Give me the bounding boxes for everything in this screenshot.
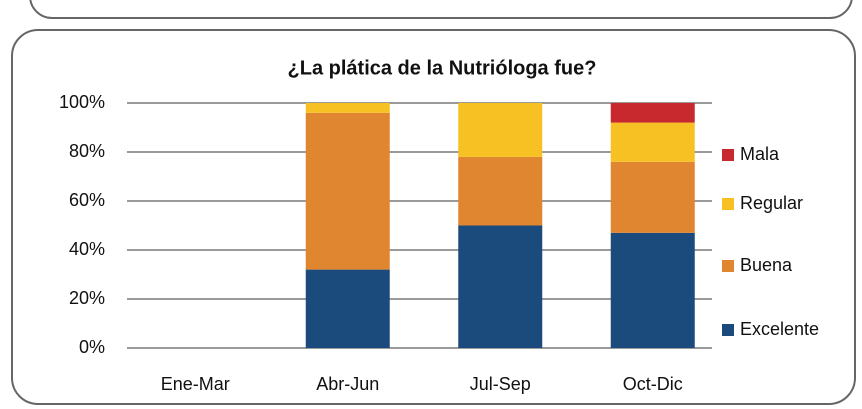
- legend-label: Mala: [740, 144, 780, 164]
- bar-segment: [610, 232, 695, 348]
- x-tick-label: Jul-Sep: [470, 374, 531, 394]
- legend-label: Buena: [740, 255, 793, 275]
- legend-swatch: [722, 260, 734, 272]
- bar-segment: [458, 156, 543, 226]
- y-tick-label: 0%: [79, 337, 105, 357]
- legend-swatch: [722, 324, 734, 336]
- y-tick-label: 80%: [69, 141, 105, 161]
- bar-segment: [610, 122, 695, 162]
- legend-swatch: [722, 198, 734, 210]
- panel-frame: [29, 0, 853, 19]
- bar-segment: [305, 103, 390, 113]
- x-tick-label: Oct-Dic: [623, 374, 683, 394]
- chart-frame: [11, 29, 856, 405]
- legend-label: Regular: [740, 193, 803, 213]
- bar-segment: [458, 103, 543, 157]
- y-tick-label: 60%: [69, 190, 105, 210]
- y-tick-label: 40%: [69, 239, 105, 259]
- y-tick-label: 100%: [59, 92, 105, 112]
- bar-segment: [458, 225, 543, 348]
- bar-segment: [610, 103, 695, 123]
- y-tick-label: 20%: [69, 288, 105, 308]
- x-tick-label: Abr-Jun: [316, 374, 379, 394]
- bar-segment: [305, 112, 390, 270]
- chart-title: ¿La plática de la Nutrióloga fue?: [288, 57, 597, 79]
- legend-label: Excelente: [740, 319, 819, 339]
- bar-segment: [305, 269, 390, 348]
- x-tick-label: Ene-Mar: [161, 374, 230, 394]
- bar-segment: [610, 161, 695, 233]
- legend-swatch: [722, 149, 734, 161]
